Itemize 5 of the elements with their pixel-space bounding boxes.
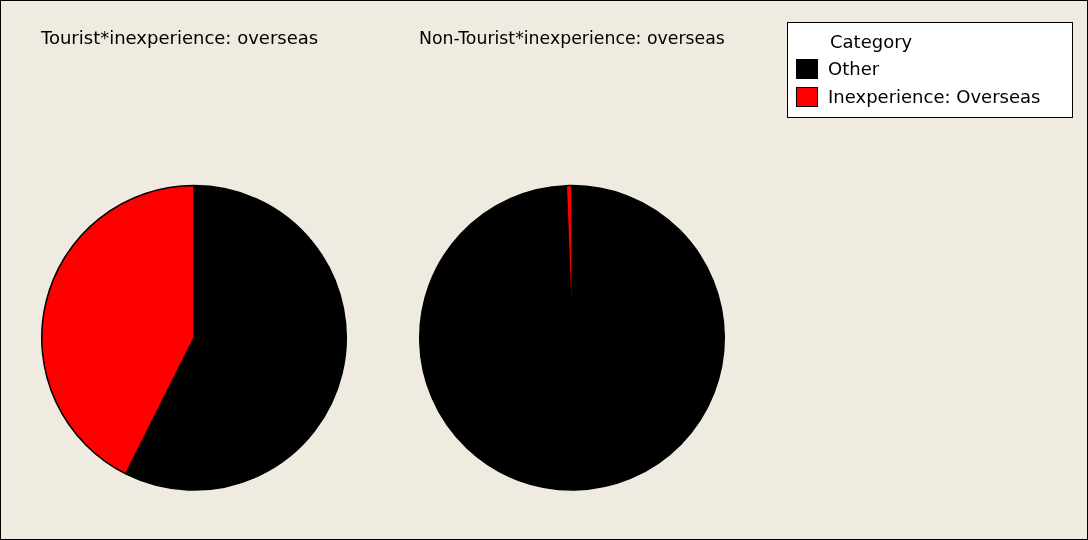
chart-title: Non-Tourist*inexperience: overseas [419, 28, 725, 49]
legend-label: Other [828, 57, 880, 81]
legend-title: Category [829, 30, 914, 54]
legend-label: Inexperience: Overseas [828, 85, 1041, 109]
chart-title: Tourist*inexperience: overseas [40, 27, 319, 49]
